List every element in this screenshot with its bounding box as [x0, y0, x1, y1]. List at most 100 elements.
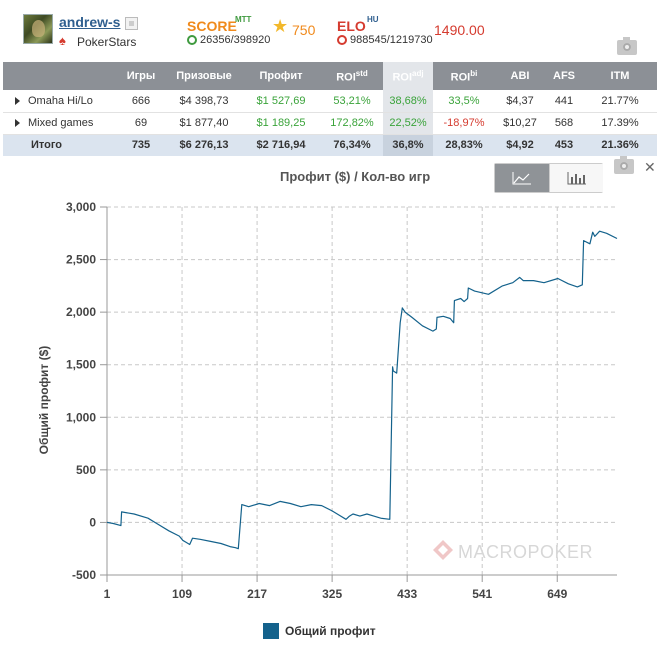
table-total-row: Итого 735 $6 276,13 $2 716,94 76,34% 36,…	[3, 134, 657, 156]
grid	[107, 206, 617, 576]
row-name: Mixed games	[28, 117, 94, 129]
roi-std-cell: 76,34%	[321, 134, 383, 156]
roi-adj-cell: 38,68%	[383, 90, 433, 113]
watermark: MACROPOKER	[458, 542, 594, 562]
close-icon[interactable]: ✕	[644, 159, 656, 175]
itm-cell: 21.77%	[583, 90, 657, 113]
col-header-games[interactable]: Игры	[115, 62, 167, 90]
roi-adj-cell: 36,8%	[383, 134, 433, 156]
legend-swatch	[263, 623, 279, 639]
games-cell: 735	[115, 134, 167, 156]
roi-std-label: ROI	[336, 71, 356, 84]
score-rank-icon	[187, 35, 197, 45]
row-name-cell[interactable]: Mixed games	[3, 112, 115, 135]
row-name: Omaha Hi/Lo	[28, 94, 93, 107]
elo-type: HU	[367, 15, 379, 24]
table-header-row: Игры Призовые Профит ROIstd ROIadj ROIbi…	[3, 62, 657, 90]
pokerstars-logo-icon: ♠	[59, 33, 66, 48]
table-row[interactable]: Mixed games 69 $1 877,40 $1 189,25 172,8…	[3, 112, 657, 135]
itm-cell: 17.39%	[583, 112, 657, 135]
x-tick-label: 1	[104, 587, 111, 601]
prizes-cell: $1 877,40	[167, 112, 241, 135]
y-tick-label: 1,000	[66, 410, 96, 424]
table-row[interactable]: Omaha Hi/Lo 666 $4 398,73 $1 527,69 53,2…	[3, 90, 657, 113]
camera-icon[interactable]	[614, 156, 634, 174]
elo-label: ELO	[337, 18, 366, 34]
roi-std-cell: 172,82%	[321, 112, 383, 135]
col-header-abi[interactable]: ABI	[495, 62, 545, 90]
profit-chart: -500 0 500 1,000 1,500 2,000 2,500 3,000 1 109 217…	[37, 200, 618, 601]
score-value: 750	[292, 22, 316, 38]
y-tick-label: 2,000	[66, 305, 96, 319]
col-header-profit[interactable]: Профит	[241, 62, 321, 90]
y-tick-label: 2,500	[66, 253, 96, 267]
series-line-0	[106, 230, 618, 550]
legend-label[interactable]: Общий профит	[285, 624, 376, 638]
x-tick-label: 109	[172, 587, 192, 601]
col-header-roi-adj[interactable]: ROIadj	[383, 62, 433, 90]
star-icon: ★	[272, 16, 289, 36]
chart-title: Профит ($) / Кол-во игр	[280, 169, 431, 184]
elo-value: 1490.00	[434, 22, 485, 38]
y-axis-label: Общий профит ($)	[37, 346, 51, 455]
roi-bi-cell: 33,5%	[433, 90, 495, 113]
line-chart-icon	[512, 172, 531, 185]
x-tick-label: 649	[547, 587, 567, 601]
tick-labels: -500 0 500 1,000 1,500 2,000 2,500 3,000 1 109 217…	[66, 200, 568, 601]
afs-cell: 568	[545, 112, 583, 135]
col-header-roi-bi[interactable]: ROIbi	[433, 62, 495, 90]
y-tick-label: 3,000	[66, 200, 96, 214]
y-tick-label: 0	[89, 515, 96, 529]
username-link[interactable]: andrew-s	[59, 14, 121, 30]
x-tick-label: 541	[472, 587, 492, 601]
score-rank: 26356/398920	[200, 34, 271, 46]
col-header-name[interactable]	[3, 62, 115, 90]
col-header-prizes[interactable]: Призовые	[167, 62, 241, 90]
camera-icon[interactable]	[617, 37, 637, 55]
profit-cell: $1 189,25	[241, 112, 321, 135]
axes	[100, 206, 617, 582]
itm-cell: 21.36%	[583, 134, 657, 156]
y-tick-label: -500	[72, 568, 96, 582]
stats-table: Игры Призовые Профит ROIstd ROIadj ROIbi…	[3, 62, 657, 156]
y-tick-label: 1,500	[66, 358, 96, 372]
col-header-itm[interactable]: ITM	[583, 62, 657, 90]
row-name-cell[interactable]: Omaha Hi/Lo	[3, 90, 115, 113]
afs-cell: 453	[545, 134, 583, 156]
roi-bi-cell: -18,97%	[433, 112, 495, 135]
prizes-cell: $6 276,13	[167, 134, 241, 156]
afs-cell: 441	[545, 90, 583, 113]
total-label: Итого	[3, 134, 115, 156]
score-label: SCORE	[187, 18, 237, 34]
col-header-afs[interactable]: AFS	[545, 62, 583, 90]
elo-rank: 988545/1219730	[350, 34, 433, 46]
roi-std-sup: std	[355, 68, 368, 78]
col-header-roi-std[interactable]: ROIstd	[321, 62, 383, 90]
abi-cell: $4,92	[495, 134, 545, 156]
x-tick-label: 217	[247, 587, 267, 601]
roi-std-cell: 53,21%	[321, 90, 383, 113]
player-card-icon[interactable]	[125, 17, 138, 30]
x-tick-label: 433	[397, 587, 417, 601]
roi-bi-label: ROI	[450, 71, 471, 84]
site-name: PokerStars	[77, 35, 137, 49]
bar-chart-button[interactable]	[549, 164, 603, 192]
avatar[interactable]	[23, 14, 53, 44]
profile-header: andrew-s ♠ PokerStars SCORE MTT 26356/39…	[0, 0, 662, 62]
roi-adj-label: ROI	[392, 71, 412, 84]
macropoker-logo-icon	[433, 540, 453, 560]
x-tick-label: 325	[322, 587, 342, 601]
chart-view-toggle	[494, 163, 603, 193]
elo-rank-icon	[337, 35, 347, 45]
profit-cell: $2 716,94	[241, 134, 321, 156]
score-type: MTT	[235, 15, 252, 24]
expand-arrow-icon[interactable]	[15, 96, 20, 105]
abi-cell: $4,37	[495, 90, 545, 113]
roi-adj-sup: adj	[412, 68, 424, 78]
bar-chart-icon	[567, 172, 586, 185]
expand-arrow-icon[interactable]	[15, 119, 20, 128]
line-chart-button[interactable]	[495, 164, 549, 192]
games-cell: 69	[115, 112, 167, 135]
games-cell: 666	[115, 90, 167, 113]
roi-adj-cell: 22,52%	[383, 112, 433, 135]
